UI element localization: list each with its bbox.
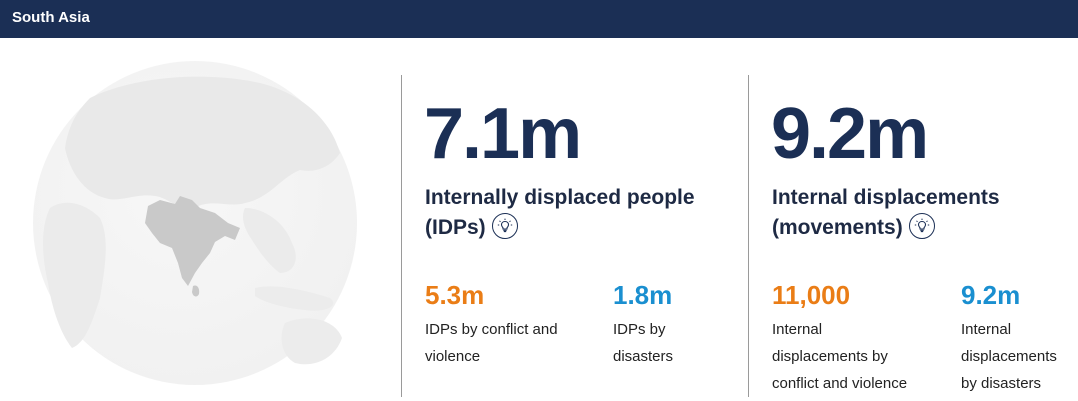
lightbulb-icon — [497, 219, 512, 233]
movements-disaster-value: 9.2m — [961, 280, 1021, 310]
movements-total-value: 9.2m — [771, 94, 929, 174]
sri-lanka-highlight — [192, 285, 200, 297]
idps-disaster-label: IDPs by disasters — [613, 316, 673, 370]
idps-info-button[interactable] — [491, 213, 518, 240]
south-asia-highlight — [145, 196, 240, 286]
idps-heading-line2-text: (IDPs) — [425, 216, 486, 239]
idps-conflict-value: 5.3m — [425, 280, 485, 310]
landmass-australia — [281, 318, 342, 365]
divider-right — [748, 75, 749, 397]
idps-conflict-label-line2: violence — [425, 348, 481, 365]
idps-disaster-value: 1.8m — [613, 280, 673, 310]
movements-heading-line1: Internal displacements — [772, 186, 1000, 209]
movements-heading: Internal displacements (movements) — [772, 183, 1000, 243]
idps-heading: Internally displaced people (IDPs) — [425, 183, 695, 243]
movements-conflict-label-line3: conflict and violence — [772, 375, 908, 392]
movements-info-button[interactable] — [908, 213, 935, 240]
movements-disaster-label-line1: Internal — [961, 321, 1012, 338]
landmass-eurasia — [65, 76, 340, 210]
idps-heading-line2: (IDPs) — [425, 213, 695, 243]
idps-conflict-label: IDPs by conflict and violence — [425, 316, 558, 370]
movements-disaster-label-line2: displacements — [961, 348, 1057, 365]
idps-disaster-label-line2: disasters — [613, 348, 674, 365]
idps-heading-line1: Internally displaced people — [425, 186, 695, 209]
idps-conflict-label-line1: IDPs by conflict and — [425, 321, 558, 338]
landmass-indonesia — [255, 286, 334, 311]
globe-map — [33, 61, 357, 385]
movements-conflict-value: 11,000 — [772, 280, 851, 310]
landmass-southeast-asia — [242, 208, 296, 273]
movements-disaster-label-line3: by disasters — [961, 375, 1042, 392]
idps-total-value: 7.1m — [424, 94, 582, 174]
idps-disaster-label-line1: IDPs by — [613, 321, 666, 338]
region-title: South Asia — [12, 9, 90, 26]
lightbulb-icon — [914, 219, 929, 233]
movements-disaster-label: Internal displacements by disasters — [961, 316, 1057, 397]
region-header-bar: South Asia — [0, 0, 1078, 38]
movements-heading-line2: (movements) — [772, 213, 1000, 243]
movements-conflict-label-line2: displacements by — [772, 348, 888, 365]
divider-left — [401, 75, 402, 397]
landmass-africa — [43, 202, 106, 348]
movements-conflict-label: Internal displacements by conflict and v… — [772, 316, 907, 397]
movements-heading-line2-text: (movements) — [772, 216, 903, 239]
movements-conflict-label-line1: Internal — [772, 321, 823, 338]
